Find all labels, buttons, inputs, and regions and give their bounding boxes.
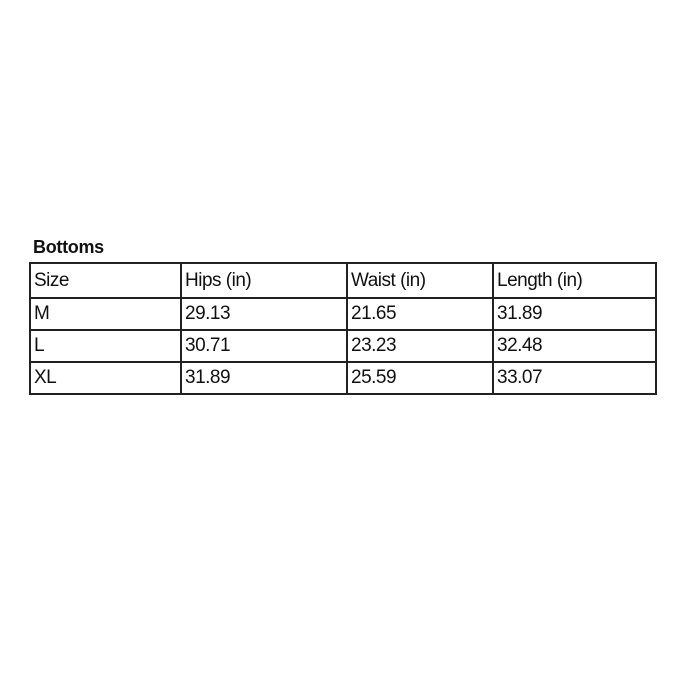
table-cell: 31.89 bbox=[180, 361, 348, 395]
table-cell: 30.71 bbox=[180, 329, 348, 363]
table-row: XL 31.89 25.59 33.07 bbox=[29, 361, 657, 395]
header-cell: Hips (in) bbox=[180, 262, 348, 299]
table-row: L 30.71 23.23 32.48 bbox=[29, 329, 657, 363]
size-chart-table: Size Hips (in) Waist (in) Length (in) M … bbox=[29, 262, 657, 395]
table-cell: M bbox=[29, 297, 182, 331]
header-cell: Length (in) bbox=[492, 262, 657, 299]
header-cell: Size bbox=[29, 262, 182, 299]
table-cell: XL bbox=[29, 361, 182, 395]
table-cell: 25.59 bbox=[346, 361, 494, 395]
table-cell: 23.23 bbox=[346, 329, 494, 363]
table-row: M 29.13 21.65 31.89 bbox=[29, 297, 657, 331]
header-cell: Waist (in) bbox=[346, 262, 494, 299]
table-cell: 21.65 bbox=[346, 297, 494, 331]
header-row: Size Hips (in) Waist (in) Length (in) bbox=[29, 262, 657, 299]
table-cell: L bbox=[29, 329, 182, 363]
table-cell: 33.07 bbox=[492, 361, 657, 395]
table-cell: 32.48 bbox=[492, 329, 657, 363]
table-cell: 29.13 bbox=[180, 297, 348, 331]
table-title: Bottoms bbox=[33, 237, 104, 257]
table-cell: 31.89 bbox=[492, 297, 657, 331]
